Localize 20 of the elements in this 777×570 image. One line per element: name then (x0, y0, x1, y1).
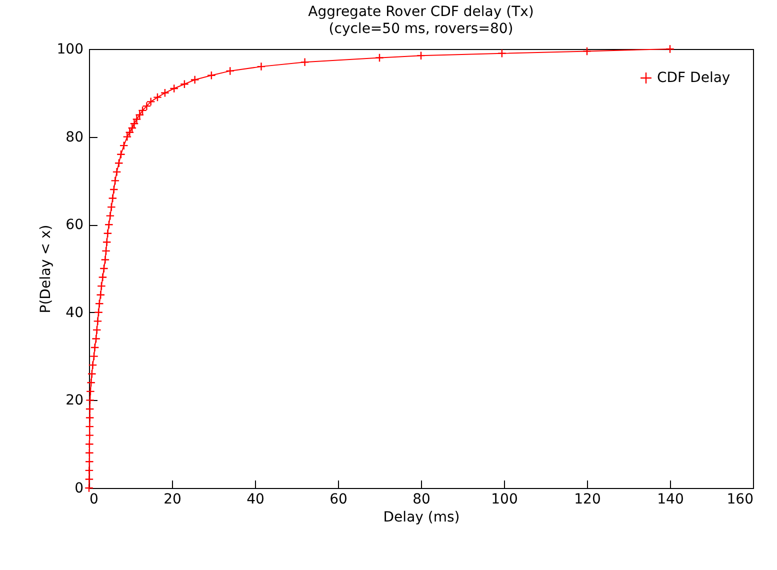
x-tick-label: 100 (491, 492, 518, 508)
x-tick-label: 120 (574, 492, 601, 508)
x-tick-label: 140 (657, 492, 684, 508)
chart-subtitle: (cycle=50 ms, rovers=80) (328, 21, 514, 37)
x-tick-label: 160 (726, 492, 754, 508)
x-tick-label: 80 (412, 492, 430, 508)
x-tick-label: 20 (164, 492, 182, 508)
y-tick-label: 80 (66, 129, 84, 146)
chart-title: Aggregate Rover CDF delay (Tx) (308, 4, 534, 20)
y-axis-title: P(Delay < x) (38, 224, 54, 314)
legend-label: CDF Delay (657, 70, 730, 86)
x-tick-label: 40 (246, 492, 264, 508)
y-tick-label: 100 (56, 42, 84, 58)
y-tick-label: 0 (74, 480, 84, 496)
y-tick-label: 40 (66, 304, 84, 321)
x-tick-label: 60 (330, 492, 348, 508)
y-tick-label: 60 (66, 217, 84, 234)
x-tick-label: 0 (90, 492, 98, 508)
y-tick-label: 20 (66, 392, 84, 409)
x-axis-title: Delay (ms) (383, 510, 460, 526)
